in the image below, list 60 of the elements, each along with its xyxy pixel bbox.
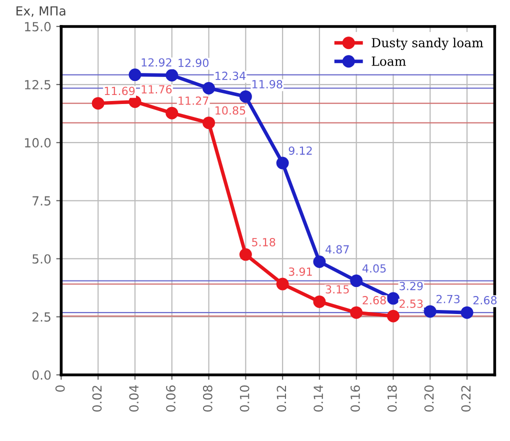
data-label: 5.18 — [252, 238, 276, 246]
point — [239, 248, 252, 261]
x-tick-label: 0 — [55, 385, 65, 392]
point — [276, 156, 289, 170]
x-tick-label: 0.02 — [92, 386, 102, 412]
y-tick-label: 15.0 — [25, 22, 51, 32]
legend-label: Dusty sandy loam — [372, 38, 484, 50]
point — [350, 274, 363, 288]
data-label: 11.69 — [104, 86, 135, 96]
point — [386, 292, 400, 305]
x-tick-label: 0.18 — [387, 385, 397, 412]
point — [276, 278, 289, 290]
data-label: 11.27 — [178, 96, 208, 105]
data-label: 12.92 — [142, 58, 172, 67]
data-label: 2.53 — [400, 300, 423, 308]
point — [239, 90, 252, 103]
legend-label: Loam — [372, 56, 406, 66]
data-label: 3.91 — [288, 267, 312, 276]
point — [313, 295, 326, 308]
data-label: 4.87 — [326, 245, 349, 254]
data-label: 3.15 — [326, 285, 349, 294]
x-tick-label: 0.06 — [166, 385, 176, 412]
point — [92, 97, 104, 110]
x-tick-label: 0.14 — [314, 385, 324, 412]
point — [166, 106, 178, 120]
data-label: 12.90 — [178, 58, 209, 68]
y-tick-label: 7.5 — [32, 196, 50, 206]
point — [460, 306, 474, 319]
data-label: 9.12 — [288, 146, 312, 155]
data-label: 4.05 — [362, 264, 386, 273]
point — [128, 68, 142, 82]
point — [128, 95, 142, 108]
y-tick-label: 2.5 — [32, 312, 50, 322]
data-label: 12.34 — [216, 72, 246, 80]
point — [202, 82, 216, 94]
x-tick-label: 0.04 — [129, 385, 139, 412]
point — [386, 310, 400, 322]
x-tick-label: 0.08 — [202, 385, 212, 412]
data-label: 2.73 — [436, 294, 460, 304]
x-tick-label: 0.20 — [424, 385, 434, 412]
y-tick-label: 5.0 — [32, 254, 51, 264]
data-label: 2.68 — [362, 296, 386, 304]
data-label: 11.76 — [142, 85, 172, 94]
data-label: 2.68 — [473, 296, 497, 304]
point — [350, 306, 363, 319]
data-label: 10.85 — [216, 106, 246, 115]
y-tick-label: 0.0 — [32, 370, 51, 380]
point — [424, 305, 436, 318]
point — [313, 255, 326, 268]
x-tick-label: 0.22 — [461, 386, 471, 412]
point — [202, 116, 216, 130]
y-tick-label: 10.0 — [25, 138, 51, 148]
data-label: 11.98 — [252, 80, 282, 88]
x-tick-label: 0.12 — [276, 386, 286, 412]
x-tick-label: 0.10 — [240, 385, 250, 412]
y-axis-title: Ex, МПа — [16, 6, 66, 17]
y-tick-label: 12.5 — [25, 80, 50, 90]
point — [166, 68, 178, 82]
x-tick-label: 0.16 — [350, 385, 360, 412]
data-label: 3.29 — [400, 282, 423, 290]
